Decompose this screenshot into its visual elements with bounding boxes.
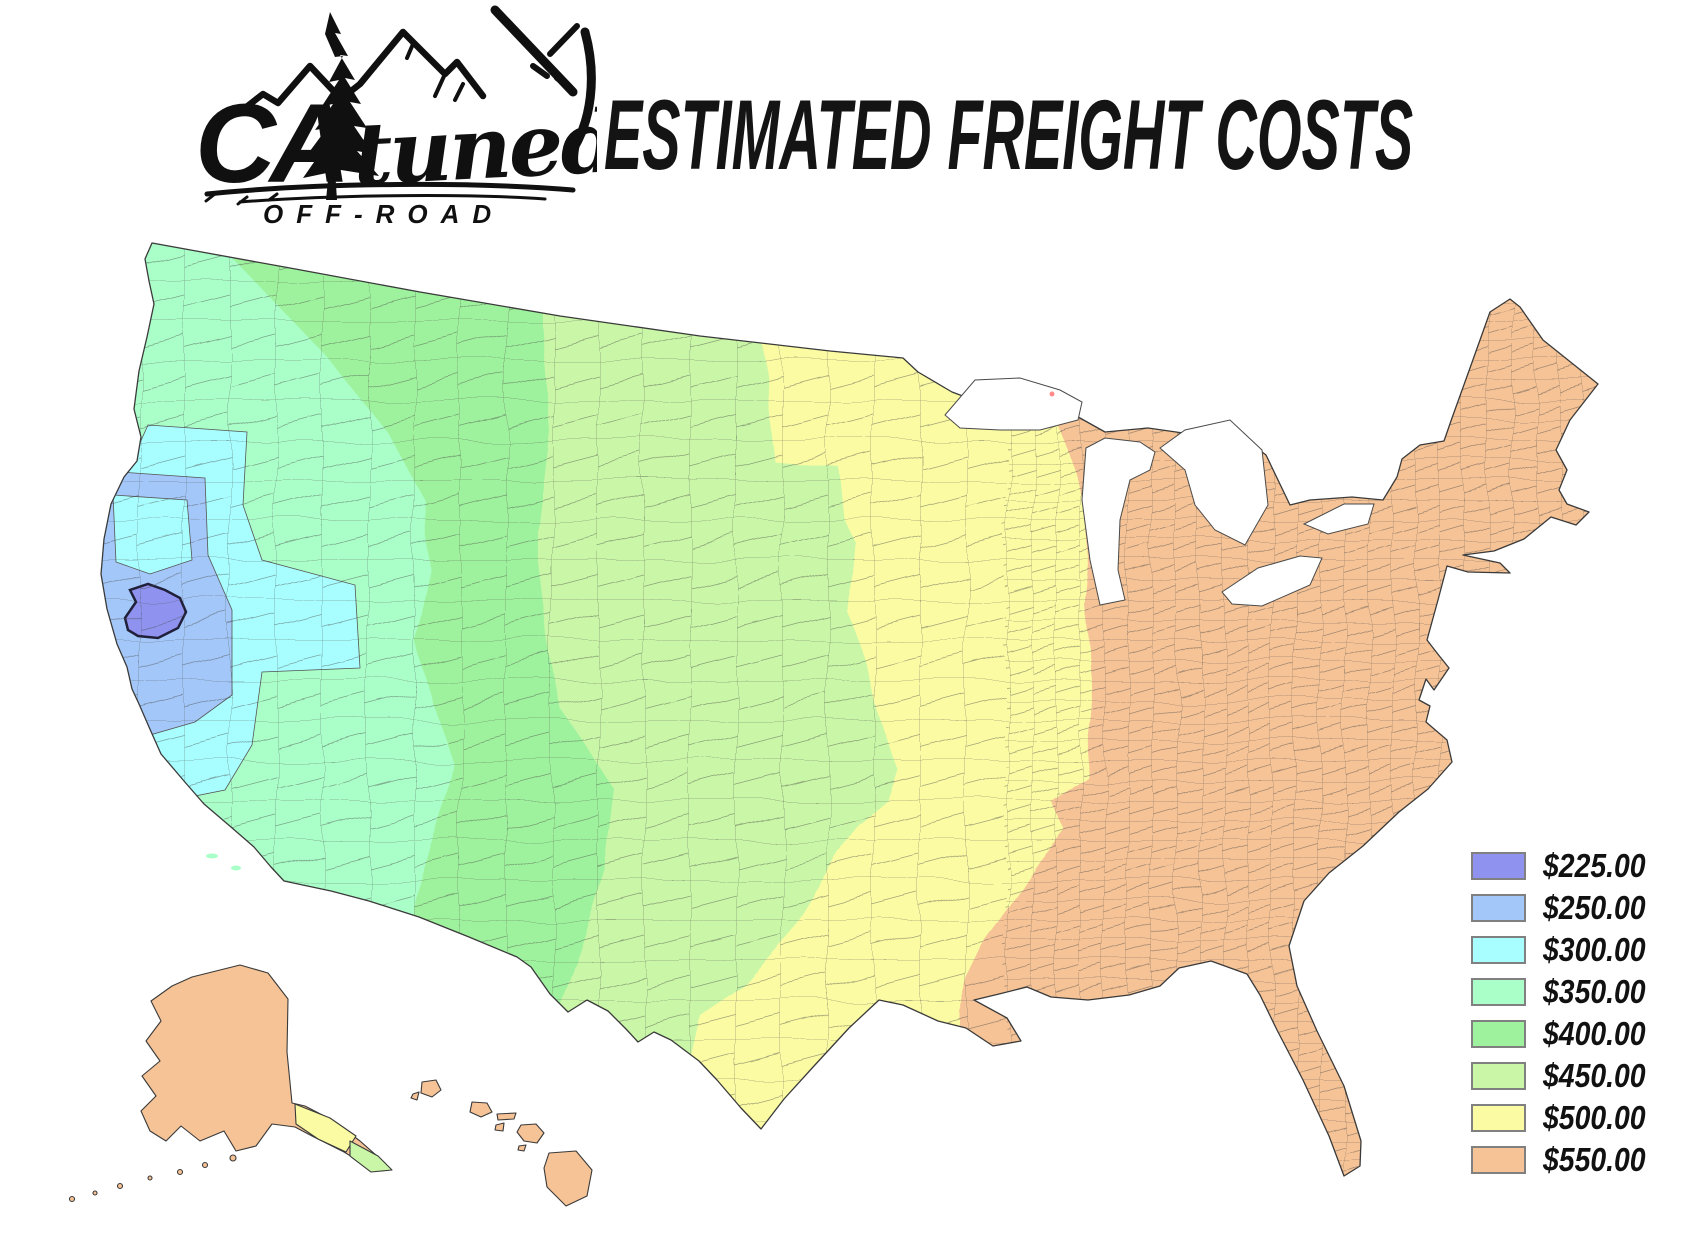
alaska-panhandle-500 (294, 1103, 357, 1153)
mountain-detail-icon (401, 30, 465, 102)
great-lakes (944, 377, 1375, 607)
lake-superior (944, 377, 1083, 431)
script-swoosh-icon (565, 27, 596, 159)
legend-swatch-350 (1471, 978, 1526, 1006)
legend-label-225: $225.00 (1543, 847, 1646, 884)
page-title: ESTIMATED FREIGHT COSTS (604, 79, 1414, 190)
logo-ca-text: CA (195, 81, 345, 206)
legend-row-350: $350.00 (1471, 971, 1662, 1013)
lake-huron (1159, 419, 1269, 546)
alaska-panhandle-450 (349, 1140, 393, 1173)
legend-row-550: $550.00 (1471, 1139, 1662, 1181)
island-niihau (410, 1091, 420, 1101)
channel-islands (206, 853, 241, 871)
legend-swatch-250 (1471, 894, 1526, 922)
aleutian-islands (68, 1154, 237, 1203)
island-kauai (420, 1079, 442, 1098)
legend-label-250: $250.00 (1543, 889, 1646, 926)
catuned-offroad-logo: CA tuned OFF-ROAD (195, 5, 597, 229)
island-lanai (494, 1122, 505, 1132)
legend-label-300: $300.00 (1543, 931, 1646, 968)
legend-swatch-300 (1471, 936, 1526, 964)
legend-label-500: $500.00 (1543, 1099, 1646, 1136)
legend-swatch-550 (1471, 1146, 1526, 1174)
island-kahoolawe (517, 1144, 527, 1152)
lake-michigan (1081, 437, 1156, 606)
legend-row-225: $225.00 (1471, 845, 1662, 887)
legend-swatch-500 (1471, 1104, 1526, 1132)
island-maui (516, 1123, 545, 1144)
tiny-red-zone (1049, 391, 1055, 397)
lake-erie (1221, 555, 1323, 607)
lake-ontario (1302, 503, 1375, 535)
legend-label-400: $400.00 (1543, 1015, 1646, 1052)
logo-offroad-text: OFF-ROAD (263, 199, 504, 229)
island-oahu (469, 1101, 493, 1118)
legend-swatch-225 (1471, 852, 1526, 880)
pine-tree-icon (303, 12, 379, 200)
legend-row-400: $400.00 (1471, 1013, 1662, 1055)
legend-swatch-400 (1471, 1020, 1526, 1048)
legend-label-550: $550.00 (1543, 1141, 1646, 1178)
legend-row-500: $500.00 (1471, 1097, 1662, 1139)
legend-label-350: $350.00 (1543, 973, 1646, 1010)
mountain-right-detail-icon (530, 23, 580, 89)
legend-label-450: $450.00 (1543, 1057, 1646, 1094)
island-molokai (496, 1112, 517, 1121)
legend-swatch-450 (1471, 1062, 1526, 1090)
hawaii (410, 1079, 593, 1207)
legend-row-250: $250.00 (1471, 887, 1662, 929)
island-hawaii (543, 1150, 593, 1207)
alaska (68, 964, 393, 1203)
logo-tuned-text: tuned (350, 91, 597, 206)
cost-legend: $225.00 $250.00 $300.00 $350.00 $400.00 … (1471, 845, 1662, 1181)
legend-row-450: $450.00 (1471, 1055, 1662, 1097)
legend-row-300: $300.00 (1471, 929, 1662, 971)
ground-line-icon (204, 181, 576, 197)
zip-zone-texture (101, 243, 1598, 1176)
conus-outline (100, 242, 1599, 1177)
ground-line2-icon (204, 192, 547, 206)
